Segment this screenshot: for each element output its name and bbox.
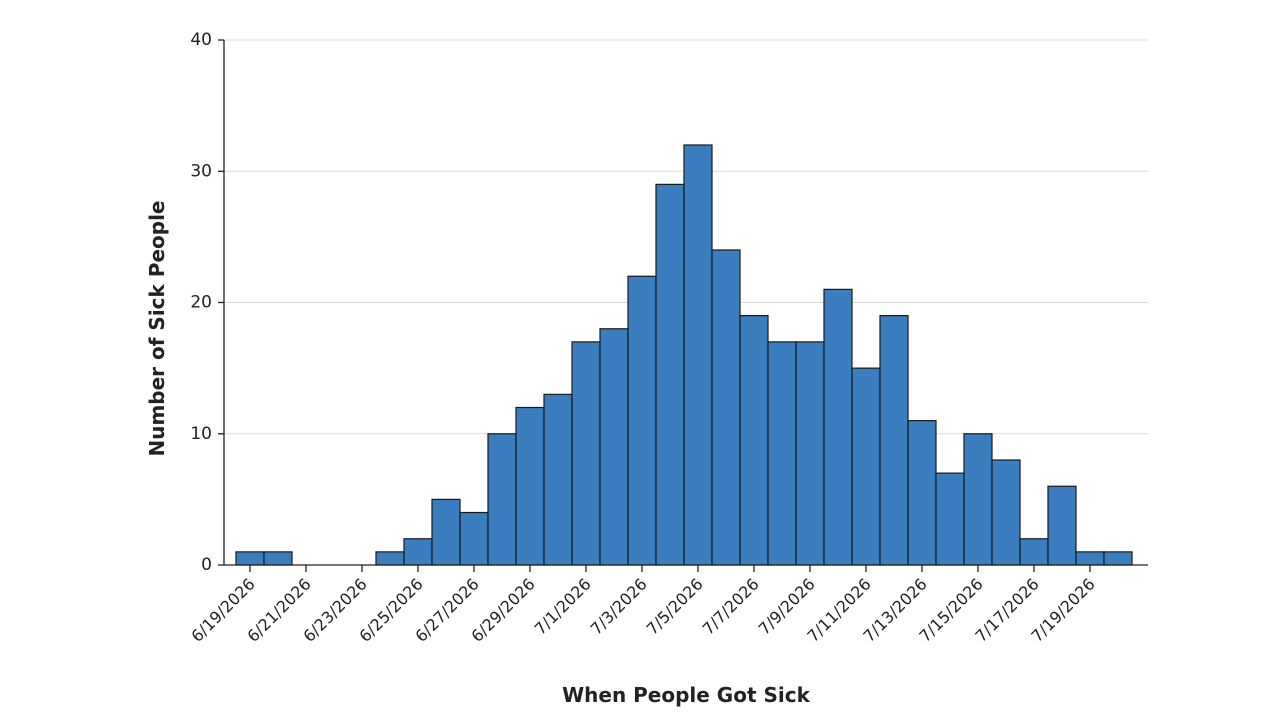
x-axis-title: When People Got Sick xyxy=(562,683,811,707)
bar-6/20/2026 xyxy=(263,551,293,566)
bar-7/8/2026 xyxy=(767,341,797,566)
bar-6/26/2026 xyxy=(431,498,461,566)
bar-7/1/2026 xyxy=(571,341,601,566)
x-ticks: 6/19/20266/21/20266/23/20266/25/20266/27… xyxy=(187,565,1099,646)
bar-7/4/2026 xyxy=(655,183,685,566)
bar-6/19/2026 xyxy=(235,551,265,566)
y-tick-label-20: 20 xyxy=(190,293,212,313)
bars xyxy=(235,144,1133,566)
x-tick-label-7/3/2026: 7/3/2026 xyxy=(587,574,651,638)
y-tick-label-40: 40 xyxy=(190,30,212,50)
bar-6/28/2026 xyxy=(487,433,517,566)
y-tick-label-30: 30 xyxy=(190,161,212,181)
bar-7/17/2026 xyxy=(1019,538,1049,566)
bar-7/9/2026 xyxy=(795,341,825,566)
x-tick-label-7/5/2026: 7/5/2026 xyxy=(643,574,707,638)
bar-6/30/2026 xyxy=(543,393,573,566)
bar-7/16/2026 xyxy=(991,459,1021,566)
bar-6/27/2026 xyxy=(459,511,489,566)
bar-7/2/2026 xyxy=(599,328,629,566)
bar-7/5/2026 xyxy=(683,144,713,566)
bar-7/18/2026 xyxy=(1047,485,1077,566)
bar-7/14/2026 xyxy=(935,472,965,566)
bar-6/24/2026 xyxy=(375,551,405,566)
bar-7/19/2026 xyxy=(1075,551,1105,566)
bar-6/25/2026 xyxy=(403,538,433,566)
x-tick-label-7/7/2026: 7/7/2026 xyxy=(699,574,763,638)
bar-7/10/2026 xyxy=(823,288,853,566)
y-axis-title: Number of Sick People xyxy=(145,200,169,456)
bar-7/6/2026 xyxy=(711,249,741,566)
bar-7/12/2026 xyxy=(879,315,909,566)
x-tick-label-7/1/2026: 7/1/2026 xyxy=(531,574,595,638)
y-tick-label-10: 10 xyxy=(190,424,212,444)
bar-7/7/2026 xyxy=(739,315,769,566)
bar-7/13/2026 xyxy=(907,420,937,566)
y-tick-label-0: 0 xyxy=(201,555,212,575)
bar-7/11/2026 xyxy=(851,367,881,566)
y-ticks: 0 10 20 30 40 xyxy=(190,30,224,575)
bar-7/20/2026 xyxy=(1103,551,1133,566)
bar-6/29/2026 xyxy=(515,406,545,566)
bar-7/15/2026 xyxy=(963,433,993,566)
bar-7/3/2026 xyxy=(627,275,657,566)
